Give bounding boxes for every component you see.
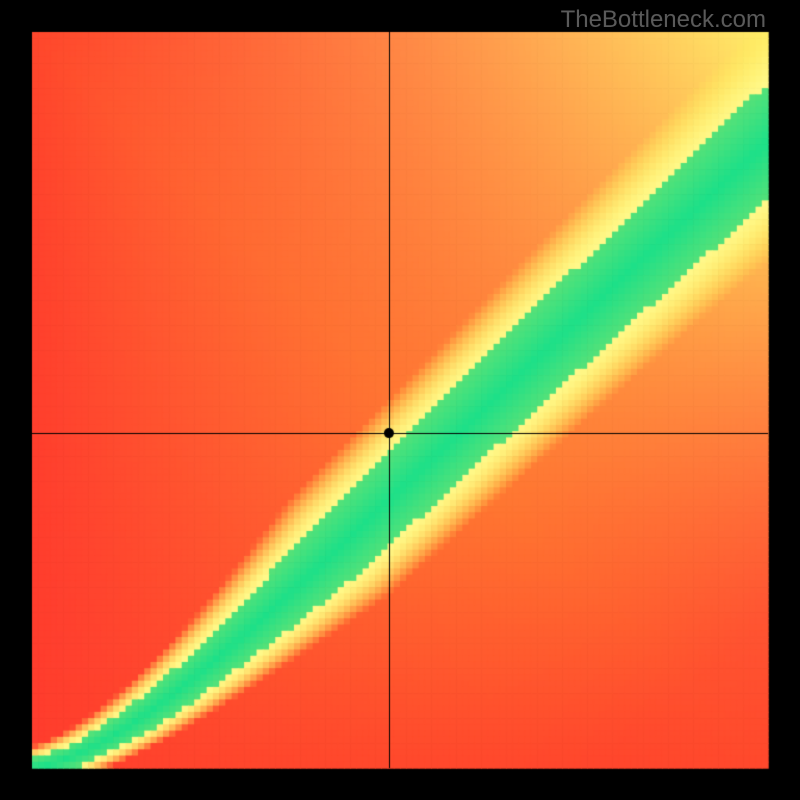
chart-stage: TheBottleneck.com (0, 0, 800, 800)
watermark-text: TheBottleneck.com (561, 6, 766, 34)
bottleneck-heatmap (0, 0, 800, 800)
